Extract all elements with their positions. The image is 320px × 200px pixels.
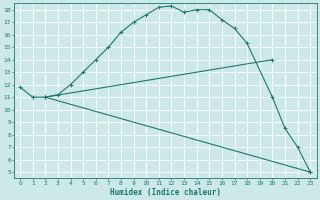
- X-axis label: Humidex (Indice chaleur): Humidex (Indice chaleur): [110, 188, 220, 197]
